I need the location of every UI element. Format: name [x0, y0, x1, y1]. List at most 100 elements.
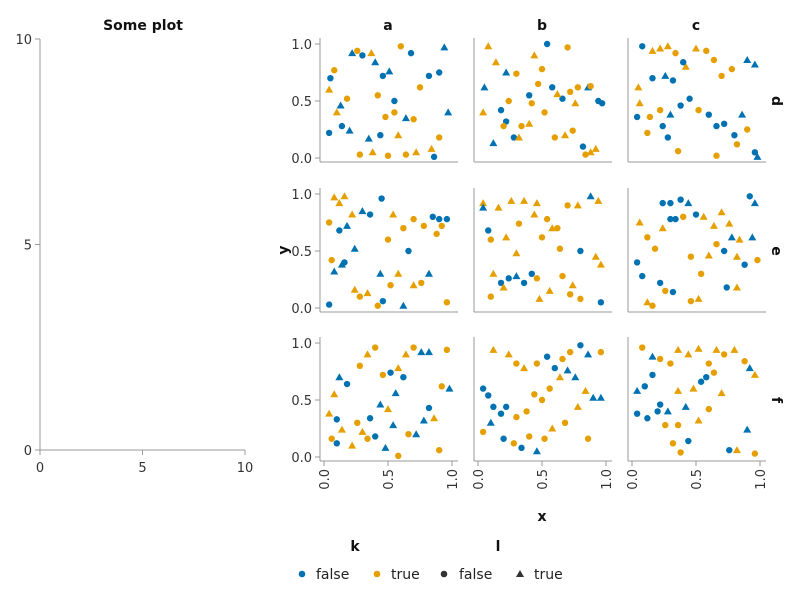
scatter-point-circle: [559, 272, 566, 280]
scatter-point-circle: [534, 80, 542, 88]
scatter-point-triangle: [738, 110, 747, 118]
scatter-point-circle: [561, 419, 569, 426]
scatter-point-circle: [669, 288, 677, 296]
scatter-point-circle: [374, 302, 381, 309]
scatter-point-triangle: [692, 44, 700, 52]
scatter-point-triangle: [489, 139, 498, 147]
scatter-point-triangle: [658, 224, 667, 232]
scatter-point-triangle: [674, 345, 683, 353]
scatter-point-triangle: [709, 221, 718, 229]
scatter-point-circle: [680, 213, 687, 220]
scatter-point-triangle: [548, 424, 557, 432]
scatter-point-circle: [436, 69, 443, 76]
scatter-point-circle: [505, 275, 512, 282]
scatter-point-triangle: [596, 260, 605, 268]
scatter-point-circle: [538, 65, 546, 73]
facet-y-tick-label: 0.5: [291, 245, 312, 260]
facet-panel-a-e: 0.0 0.5 1.0: [291, 188, 458, 317]
scatter-point-triangle: [591, 252, 600, 260]
scatter-point-triangle: [684, 199, 693, 207]
scatter-point-circle: [541, 109, 548, 116]
scatter-point-circle: [633, 410, 641, 417]
scatter-point-circle: [674, 147, 682, 155]
scatter-point-triangle: [391, 389, 400, 397]
left-y-tick-label: 0: [24, 444, 32, 459]
scatter-point-circle: [543, 353, 551, 360]
scatter-point-circle: [433, 230, 440, 238]
scatter-point-circle: [405, 431, 412, 438]
scatter-point-circle: [485, 227, 492, 234]
scatter-point-circle: [566, 291, 574, 298]
scatter-point-triangle: [340, 192, 349, 200]
scatter-point-triangle: [348, 441, 357, 449]
scatter-point-circle: [500, 435, 507, 442]
facet-x-tick-label: 0.5: [536, 469, 551, 490]
scatter-point-circle: [746, 193, 753, 200]
scatter-point-circle: [443, 346, 451, 354]
scatter-point-triangle: [704, 251, 713, 259]
legend-l-true-marker: [516, 570, 524, 577]
scatter-point-triangle: [430, 414, 439, 422]
scatter-point-circle: [443, 215, 451, 223]
scatter-point-circle: [697, 270, 705, 277]
scatter-point-triangle: [725, 219, 734, 227]
scatter-point-triangle: [717, 389, 726, 397]
scatter-point-triangle: [427, 144, 436, 152]
scatter-point-circle: [566, 348, 574, 356]
facet-panel-c-d: [627, 38, 766, 163]
scatter-point-circle: [333, 440, 340, 447]
scatter-point-circle: [692, 211, 700, 218]
scatter-point-circle: [667, 215, 674, 223]
scatter-point-circle: [366, 211, 374, 218]
scatter-point-triangle: [381, 443, 390, 451]
scatter-point-triangle: [424, 348, 433, 356]
scatter-point-circle: [338, 122, 346, 130]
scatter-point-triangle: [376, 400, 385, 408]
scatter-point-triangle: [594, 196, 603, 204]
scatter-point-triangle: [530, 51, 539, 59]
scatter-point-circle: [485, 392, 492, 399]
scatter-point-triangle: [368, 148, 377, 156]
scatter-point-triangle: [573, 201, 582, 209]
scatter-point-circle: [705, 360, 712, 367]
scatter-point-circle: [325, 219, 333, 226]
scatter-point-triangle: [376, 269, 385, 277]
scatter-point-triangle: [563, 366, 572, 374]
scatter-point-circle: [677, 196, 684, 203]
scatter-point-triangle: [748, 233, 757, 241]
scatter-point-circle: [549, 84, 556, 91]
scatter-point-circle: [356, 362, 364, 369]
scatter-point-triangle: [684, 350, 693, 358]
scatter-point-triangle: [634, 83, 643, 91]
facet-x-tick-label: 0.0: [318, 469, 333, 490]
scatter-point-circle: [669, 77, 677, 84]
scatter-point-circle: [405, 247, 412, 255]
scatter-point-triangle: [367, 49, 376, 57]
scatter-point-triangle: [555, 373, 564, 381]
scatter-point-circle: [664, 134, 672, 141]
axis-titles: x y: [276, 245, 547, 525]
scatter-point-circle: [564, 202, 571, 209]
scatter-point-circle: [429, 213, 436, 220]
scatter-point-triangle: [444, 108, 453, 116]
scatter-point-triangle: [571, 373, 580, 381]
scatter-point-circle: [720, 351, 728, 358]
scatter-point-circle: [713, 122, 720, 130]
scatter-point-circle: [751, 149, 759, 156]
scatter-point-triangle: [337, 425, 346, 433]
scatter-point-triangle: [479, 203, 488, 211]
scatter-point-circle: [662, 287, 669, 295]
scatter-point-triangle: [750, 60, 759, 68]
legend-k-false-marker: [298, 570, 306, 578]
scatter-point-circle: [416, 84, 424, 91]
scatter-point-circle: [633, 113, 641, 121]
scatter-point-circle: [726, 446, 733, 454]
scatter-point-circle: [659, 122, 666, 130]
facet-y-tick-label: 1.0: [291, 38, 312, 53]
scatter-point-triangle: [394, 269, 403, 277]
scatter-point-circle: [379, 297, 387, 305]
scatter-point-circle: [686, 95, 693, 102]
scatter-point-circle: [633, 259, 641, 266]
scatter-point-triangle: [750, 370, 759, 378]
scatter-point-triangle: [502, 233, 511, 241]
